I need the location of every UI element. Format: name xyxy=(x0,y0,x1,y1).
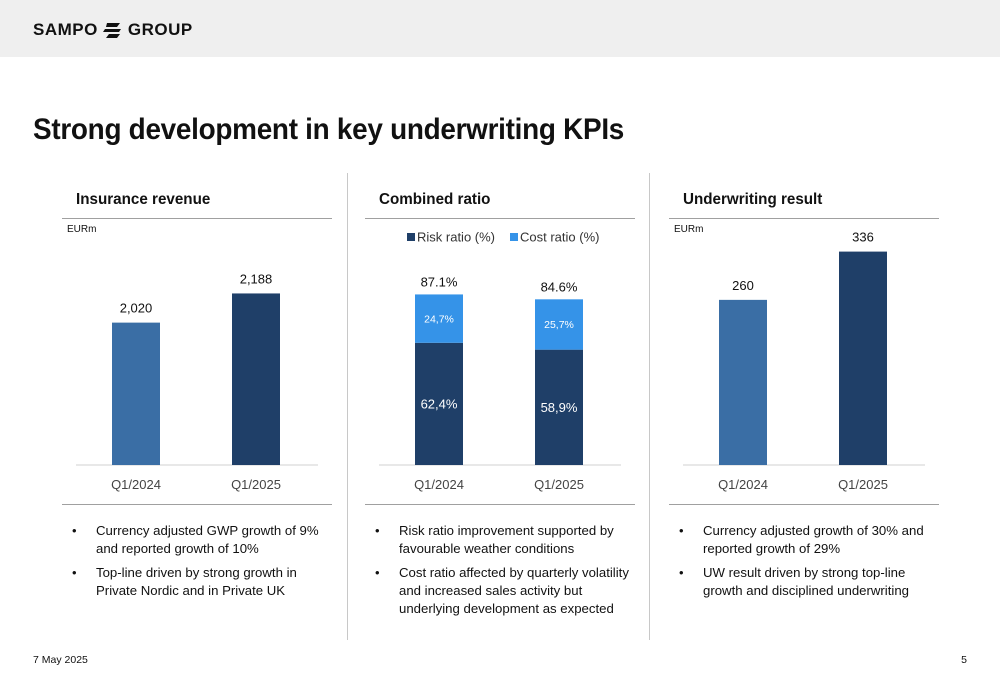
legend-swatch xyxy=(510,233,518,241)
data-label: 260 xyxy=(732,278,754,293)
data-label: 2,188 xyxy=(240,271,273,286)
x-tick-label: Q1/2024 xyxy=(718,477,768,492)
bullet-item: Currency adjusted growth of 30% and repo… xyxy=(677,522,939,558)
unit-label: EURm xyxy=(674,224,704,235)
x-tick-label: Q1/2025 xyxy=(534,477,584,492)
column-divider xyxy=(347,173,348,640)
column-divider xyxy=(649,173,650,640)
bullet-item: Currency adjusted GWP growth of 9% and r… xyxy=(70,522,332,558)
total-label: 84.6% xyxy=(541,279,578,294)
sampo-group-logo: SAMPO GROUP xyxy=(33,19,193,41)
data-label: 62,4% xyxy=(421,396,458,411)
divider-line xyxy=(669,218,939,219)
panel-title: Insurance revenue xyxy=(76,191,211,208)
insurance-revenue-chart: 2,020 Q1/2024 2,188 Q1/2025 xyxy=(76,271,318,492)
data-label: 336 xyxy=(852,230,874,245)
divider-line xyxy=(62,218,332,219)
sampo-logo-icon xyxy=(102,23,121,38)
unit-label: EURm xyxy=(67,224,97,235)
divider-line xyxy=(365,504,635,505)
page-number: 5 xyxy=(961,654,967,666)
x-tick-label: Q1/2024 xyxy=(414,477,464,492)
bar-segment xyxy=(415,342,463,465)
bullet-list: Risk ratio improvement supported by favo… xyxy=(373,522,635,624)
panel-insurance-revenue: Insurance revenue EURm 2,020 Q1/2024 2,188… xyxy=(62,182,332,642)
data-label: 24,7% xyxy=(424,313,454,325)
bar-segment xyxy=(415,294,463,343)
logo-text-right: GROUP xyxy=(127,20,193,39)
bar xyxy=(232,293,280,465)
divider-line xyxy=(62,504,332,505)
panel-combined-ratio: Combined ratio Risk ratio (%) Cost ratio … xyxy=(365,182,635,642)
bullet-item: Top-line driven by strong growth in Priv… xyxy=(70,564,332,600)
data-label: 2,020 xyxy=(120,301,153,316)
bar-segment xyxy=(535,349,583,465)
bar-segment xyxy=(535,299,583,350)
x-tick-label: Q1/2025 xyxy=(231,477,281,492)
data-label: 25,7% xyxy=(544,319,574,331)
bar xyxy=(719,299,767,465)
x-tick-label: Q1/2025 xyxy=(838,477,888,492)
bullet-list: Currency adjusted growth of 30% and repo… xyxy=(677,522,939,606)
total-label: 87.1% xyxy=(421,274,458,289)
divider-line xyxy=(669,504,939,505)
panel-title: Underwriting result xyxy=(683,191,823,208)
data-label: 58,9% xyxy=(541,400,578,415)
panel-underwriting-result: Underwriting result EURm 260 Q1/2024 336 Q1… xyxy=(669,182,939,642)
underwriting-result-chart: 260 Q1/2024 336 Q1/2025 xyxy=(683,230,925,492)
bar xyxy=(839,251,887,465)
logo-text-left: SAMPO xyxy=(33,20,98,39)
page-title: Strong development in key underwriting K… xyxy=(33,113,625,146)
divider-line xyxy=(365,218,635,219)
footer-date: 7 May 2025 xyxy=(33,654,88,666)
panel-title: Combined ratio xyxy=(379,191,491,208)
legend-swatch xyxy=(407,233,415,241)
bullet-item: UW result driven by strong top-line grow… xyxy=(677,564,939,600)
bullet-item: Risk ratio improvement supported by favo… xyxy=(373,522,635,558)
header-bar: SAMPO GROUP xyxy=(0,0,1000,57)
combined-ratio-chart: Risk ratio (%) Cost ratio (%) 62,4% 24,7% 87… xyxy=(379,230,621,492)
x-tick-label: Q1/2024 xyxy=(111,477,161,492)
legend-label: Cost ratio (%) xyxy=(520,230,599,245)
legend-label: Risk ratio (%) xyxy=(417,230,495,245)
bar xyxy=(112,322,160,465)
bullet-item: Cost ratio affected by quarterly volatil… xyxy=(373,564,635,618)
bullet-list: Currency adjusted GWP growth of 9% and r… xyxy=(70,522,332,606)
